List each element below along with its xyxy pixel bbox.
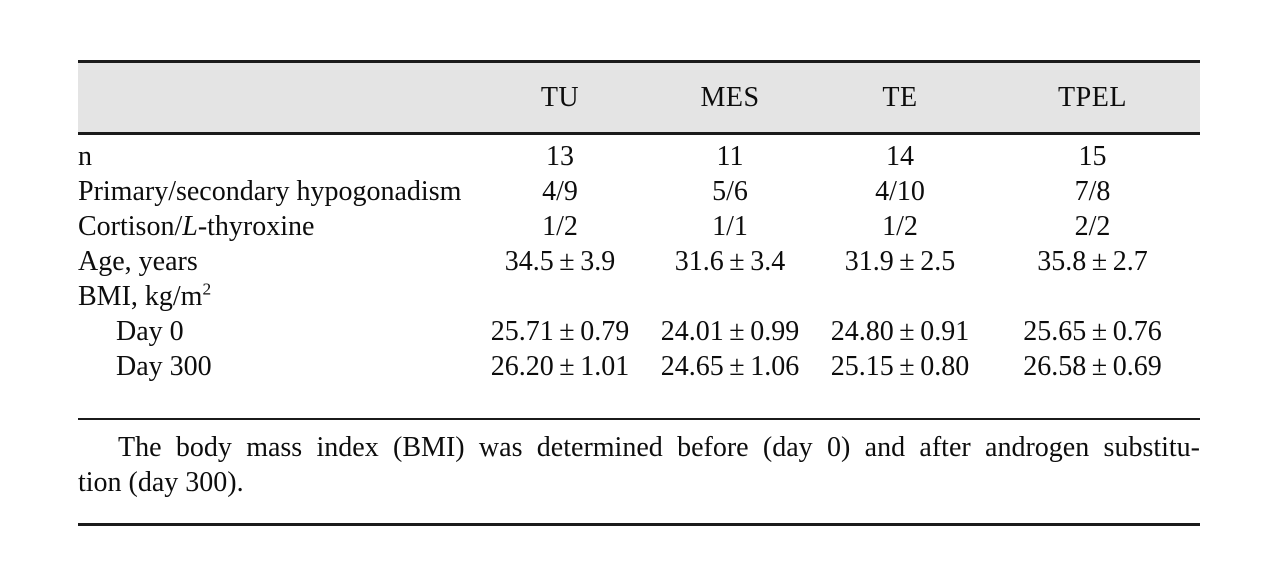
cell: 24.80 ± 0.91 — [830, 316, 970, 347]
table-footnote: The body mass index (BMI) was determined… — [78, 420, 1200, 500]
cell: 26.20 ± 1.01 — [490, 351, 630, 382]
column-header-mes: MES — [700, 81, 760, 113]
cell: 4/10 — [875, 176, 925, 207]
table-row-day0: Day 0 25.71 ± 0.79 24.01 ± 0.99 24.80 ± … — [78, 314, 1200, 349]
cell: 13 — [546, 141, 574, 172]
label-prefix: BMI, kg/m — [78, 281, 203, 312]
table-row-n: n 13 11 14 15 — [78, 139, 1200, 174]
row-label: n — [78, 141, 92, 172]
table-row-hypogonadism: Primary/secondary hypogonadism 4/9 5/6 4… — [78, 174, 1200, 209]
label-suffix: -thyroxine — [197, 211, 315, 242]
cell: 31.9 ± 2.5 — [844, 246, 956, 277]
cell: 35.8 ± 2.7 — [1037, 246, 1148, 277]
cell: 25.15 ± 0.80 — [830, 351, 970, 382]
table-header-row: TU MES TE TPEL — [78, 60, 1200, 135]
table-row-bmi-heading: BMI, kg/m2 — [78, 279, 1200, 314]
row-label: Day 0 — [116, 316, 184, 347]
cell — [815, 279, 985, 314]
label-italic-l: L — [182, 211, 198, 242]
cell: 25.71 ± 0.79 — [490, 316, 630, 347]
table-row-age: Age, years 34.5 ± 3.9 31.6 ± 3.4 31.9 ± … — [78, 244, 1200, 279]
cell: 26.58 ± 0.69 — [1023, 351, 1162, 382]
study-characteristics-table: TU MES TE TPEL n 13 11 14 15 Primary/sec… — [78, 60, 1200, 526]
row-label: Primary/secondary hypogonadism — [78, 176, 462, 207]
cell: 4/9 — [542, 176, 578, 207]
cell: 24.01 ± 0.99 — [660, 316, 800, 347]
table-row-cortison-thyroxine: Cortison/L-thyroxine 1/2 1/1 1/2 2/2 — [78, 209, 1200, 244]
column-header-te: TE — [882, 81, 918, 113]
cell: 1/2 — [542, 211, 578, 242]
cell: 1/2 — [882, 211, 918, 242]
cell — [645, 279, 815, 314]
cell: 14 — [886, 141, 914, 172]
column-header-tpel: TPEL — [1058, 81, 1127, 113]
table-row-day300: Day 300 26.20 ± 1.01 24.65 ± 1.06 25.15 … — [78, 349, 1200, 384]
footnote-line-2: tion (day 300). — [78, 467, 244, 498]
table-bottomrule — [78, 523, 1200, 526]
cell: 25.65 ± 0.76 — [1023, 316, 1162, 347]
row-label: Age, years — [78, 246, 198, 277]
row-label: Day 300 — [116, 351, 212, 382]
cell: 11 — [716, 141, 744, 172]
cell: 15 — [1078, 141, 1107, 172]
cell: 1/1 — [712, 211, 748, 242]
footnote-line-1: The body mass index (BMI) was determined… — [118, 432, 1200, 463]
cell: 24.65 ± 1.06 — [660, 351, 800, 382]
cell — [475, 279, 645, 314]
cell: 34.5 ± 3.9 — [504, 246, 616, 277]
cell — [985, 279, 1200, 314]
column-header-tu: TU — [540, 81, 580, 113]
row-label: BMI, kg/m2 — [78, 279, 475, 314]
cell: 5/6 — [712, 176, 748, 207]
cell: 31.6 ± 3.4 — [674, 246, 786, 277]
table-midrule — [78, 418, 1200, 420]
label-prefix: Cortison/ — [78, 211, 183, 242]
cell: 2/2 — [1074, 211, 1111, 242]
row-label: Cortison/L-thyroxine — [78, 209, 475, 244]
label-superscript: 2 — [202, 279, 212, 299]
table-body: n 13 11 14 15 Primary/secondary hypogona… — [78, 135, 1200, 384]
cell: 7/8 — [1074, 176, 1111, 207]
